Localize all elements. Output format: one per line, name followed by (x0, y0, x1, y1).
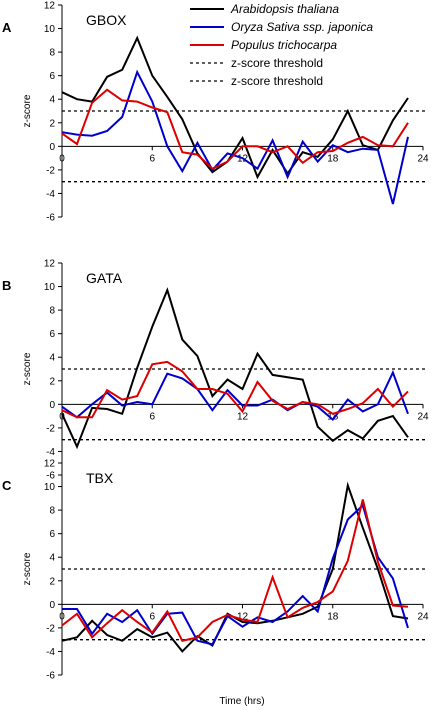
x-tick-label: 6 (149, 153, 155, 164)
y-tick-label: 4 (49, 95, 55, 106)
y-tick-label: -6 (46, 671, 55, 682)
y-tick-label: 6 (49, 329, 55, 340)
legend: Arabidopsis thaliana Oryza Sativa ssp. ja… (190, 2, 373, 88)
y-tick-label: -2 (46, 623, 55, 634)
y-tick-label: 2 (49, 376, 55, 387)
legend-label: Arabidopsis thaliana (230, 2, 339, 16)
y-tick-label: 8 (49, 48, 55, 59)
y-tick-label: 8 (49, 506, 55, 517)
panel-title: GATA (86, 270, 123, 286)
panel-letter: A (2, 20, 12, 35)
x-tick-label: 24 (417, 411, 429, 422)
y-tick-label: -6 (46, 471, 55, 482)
y-tick-label: 8 (49, 306, 55, 317)
x-tick-label: 0 (59, 153, 65, 164)
y-tick-label: -6 (46, 213, 55, 224)
legend-label: Oryza Sativa ssp. japonica (231, 20, 373, 34)
series-line-populus (61, 499, 409, 642)
y-axis-label: z-score (22, 552, 33, 585)
panel-title: TBX (86, 470, 114, 486)
y-tick-label: 0 (49, 400, 55, 411)
panel-letter: B (2, 278, 11, 293)
y-tick-label: -4 (46, 447, 55, 458)
x-tick-label: 0 (59, 611, 65, 622)
y-tick-label: 10 (44, 482, 56, 493)
y-tick-label: 12 (44, 259, 56, 270)
legend-label: z-score threshold (231, 74, 323, 88)
series-line-populus (61, 88, 409, 170)
y-axis-label: z-score (22, 94, 33, 127)
y-tick-label: 4 (49, 353, 55, 364)
y-tick-label: 0 (49, 142, 55, 153)
legend-label: Populus trichocarpa (231, 38, 337, 52)
x-tick-label: 0 (59, 411, 65, 422)
y-tick-label: 10 (44, 24, 56, 35)
y-tick-label: -2 (46, 165, 55, 176)
y-tick-label: 0 (49, 600, 55, 611)
y-axis-label: z-score (22, 352, 33, 385)
series-line-oryza (61, 69, 409, 205)
y-tick-label: -4 (46, 189, 55, 200)
y-tick-label: 12 (44, 459, 56, 470)
y-tick-label: -2 (46, 423, 55, 434)
y-tick-label: 10 (44, 282, 56, 293)
x-tick-label: 24 (417, 611, 429, 622)
y-tick-label: 6 (49, 71, 55, 82)
y-tick-label: 12 (44, 1, 56, 12)
x-tick-label: 12 (237, 411, 249, 422)
x-tick-label: 18 (327, 411, 339, 422)
y-tick-label: 6 (49, 529, 55, 540)
y-tick-label: 4 (49, 553, 55, 564)
y-tick-label: 2 (49, 118, 55, 129)
series-line-oryza (62, 503, 409, 646)
y-tick-label: 2 (49, 576, 55, 587)
x-tick-label: 12 (237, 611, 249, 622)
x-tick-label: 6 (149, 611, 155, 622)
series-line-populus (61, 360, 409, 419)
y-tick-label: -4 (46, 647, 55, 658)
x-tick-label: 18 (327, 611, 339, 622)
series-line-arabidopsis (61, 35, 409, 180)
x-tick-label: 18 (327, 153, 339, 164)
x-tick-label: 6 (149, 411, 155, 422)
series-line-oryza (61, 369, 409, 422)
panel-letter: C (2, 478, 12, 493)
legend-label: z-score threshold (231, 56, 323, 70)
panel-title: GBOX (86, 12, 127, 28)
x-axis-label: Time (hrs) (219, 696, 264, 707)
series-line-arabidopsis (61, 287, 409, 450)
x-tick-label: 24 (417, 153, 429, 164)
